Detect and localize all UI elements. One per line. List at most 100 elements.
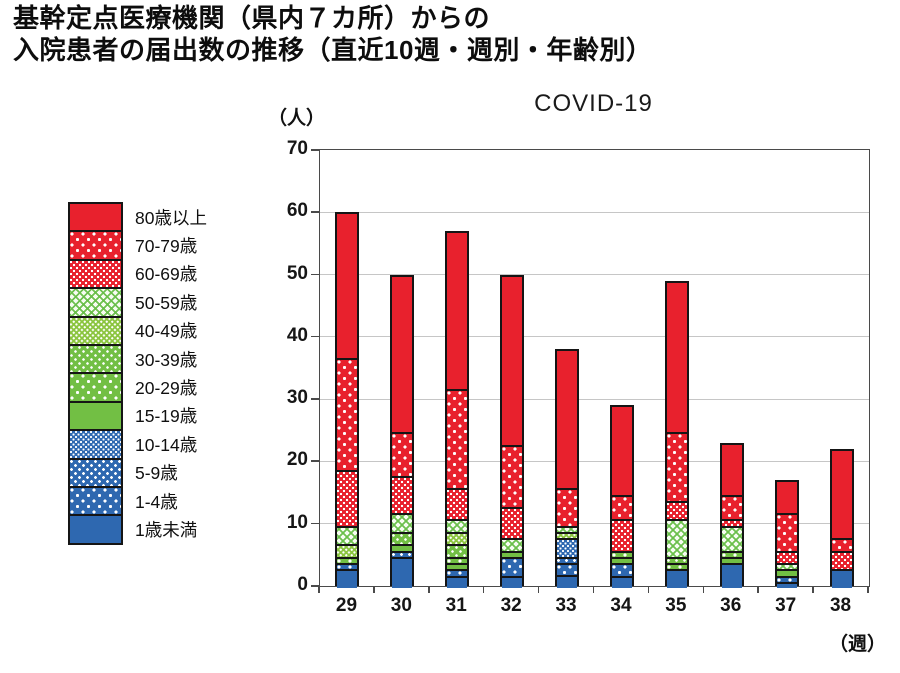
x-tick-9: [812, 586, 814, 593]
legend-row-20-29歳: 20-29歳: [68, 372, 207, 403]
bar-segment-31-20-29歳: [447, 556, 468, 564]
bar-segment-30-1歳未満: [392, 556, 413, 588]
bar-segment-29-20-29歳: [337, 556, 358, 564]
bar-segment-32-15-19歳: [502, 550, 523, 557]
legend-label-1歳未満: 1歳未満: [135, 519, 198, 540]
legend-row-10-14歳: 10-14歳: [68, 429, 207, 460]
bar-segment-37-50-59歳: [776, 563, 797, 570]
bar-segment-34-60-69歳: [611, 519, 632, 551]
x-tick-label-35: 35: [665, 595, 687, 616]
bar-week-32: [500, 274, 525, 588]
bar-week-33: [555, 349, 580, 588]
x-tick-7: [702, 586, 705, 593]
x-tick-2: [428, 586, 430, 593]
legend-swatch-5-9歳: [68, 457, 123, 488]
bar-segment-37-60-69歳: [776, 550, 797, 564]
bar-segment-37-1-4歳: [776, 575, 797, 582]
x-tick-8: [757, 586, 759, 593]
bar-segment-35-20-29歳: [666, 563, 687, 570]
bar-week-37: [774, 480, 799, 588]
x-tick-label-32: 32: [500, 595, 522, 616]
legend-row-30-39歳: 30-39歳: [68, 343, 207, 375]
bar-segment-37-1歳未満: [776, 581, 797, 588]
bar-segment-33-1歳未満: [557, 575, 578, 588]
legend-label-20-29歳: 20-29歳: [135, 378, 198, 399]
bar-segment-35-80歳以上: [666, 282, 687, 433]
bar-segment-30-15-19歳: [392, 544, 413, 551]
bar-segment-34-20-29歳: [611, 550, 632, 557]
gridline-40: [320, 336, 869, 338]
bar-segment-29-80歳以上: [337, 214, 358, 358]
x-tick-6: [647, 586, 650, 593]
legend-row-40-49歳: 40-49歳: [68, 315, 207, 346]
x-tick-label-29: 29: [335, 595, 358, 616]
x-tick-label-33: 33: [555, 595, 577, 616]
bar-week-31: [445, 230, 470, 588]
bar-segment-34-1歳未満: [611, 575, 632, 588]
bar-segment-34-80歳以上: [611, 407, 632, 495]
legend-label-15-19歳: 15-19歳: [135, 406, 198, 427]
bar-segment-36-20-29歳: [721, 550, 742, 557]
bar-segment-35-60-69歳: [666, 500, 687, 520]
legend-swatch-1歳未満: [68, 514, 123, 545]
y-tick-10: [311, 522, 319, 525]
y-tick-label-50: 50: [286, 262, 308, 284]
y-tick-label-60: 60: [286, 200, 308, 222]
legend-row-15-19歳: 15-19歳: [68, 400, 207, 432]
bar-segment-33-70-79歳: [557, 488, 578, 526]
legend-swatch-10-14歳: [68, 429, 123, 460]
bar-segment-35-50-59歳: [666, 519, 687, 557]
bar-segment-29-60-69歳: [337, 469, 358, 526]
bar-segment-31-40-49歳: [447, 531, 468, 545]
bar-segment-33-10-14歳: [557, 538, 578, 557]
bar-segment-31-1歳未満: [447, 575, 468, 588]
bar-segment-30-80歳以上: [392, 276, 413, 433]
bar-segment-34-15-19歳: [611, 556, 632, 564]
bar-segment-29-70-79歳: [337, 357, 358, 470]
bar-segment-31-80歳以上: [447, 232, 468, 389]
legend-swatch-1-4歳: [68, 485, 123, 517]
bar-segment-35-1歳未満: [666, 569, 687, 588]
legend-label-10-14歳: 10-14歳: [135, 434, 198, 455]
bar-week-30: [390, 274, 415, 588]
bar-segment-29-1歳未満: [337, 569, 358, 588]
bar-segment-36-70-79歳: [721, 494, 742, 520]
chart-legend: 80歳以上 70-79歳 60-69歳 50-59歳 40-49歳 30-39歳 20-29…: [68, 202, 207, 545]
y-tick-label-10: 10: [286, 511, 308, 533]
x-tick-4: [537, 586, 540, 593]
bar-segment-32-60-69歳: [502, 507, 523, 539]
x-tick-label-34: 34: [610, 595, 632, 616]
bar-week-29: [335, 212, 360, 588]
bar-segment-38-60-69歳: [831, 550, 852, 570]
bar-segment-36-50-59歳: [721, 525, 742, 551]
x-tick-10: [867, 586, 869, 593]
legend-row-80歳以上: 80歳以上: [68, 202, 207, 233]
page-title: 基幹定点医療機関（県内７カ所）からの 入院患者の届出数の推移（直近10週・週別・年…: [13, 2, 652, 66]
legend-swatch-40-49歳: [68, 315, 123, 346]
bar-segment-35-30-39歳: [666, 556, 687, 564]
bar-segment-31-60-69歳: [447, 488, 468, 520]
x-tick-label-38: 38: [829, 595, 852, 616]
y-tick-40: [311, 335, 319, 338]
legend-row-5-9歳: 5-9歳: [68, 457, 207, 488]
legend-row-60-69歳: 60-69歳: [68, 258, 207, 290]
legend-swatch-20-29歳: [68, 372, 123, 403]
bar-segment-33-50-59歳: [557, 525, 578, 532]
y-tick-label-40: 40: [286, 324, 308, 346]
plot-area: [319, 149, 870, 588]
bar-segment-30-60-69歳: [392, 475, 413, 514]
y-tick-label-30: 30: [286, 387, 308, 409]
bar-segment-31-70-79歳: [447, 388, 468, 489]
x-tick-5: [592, 586, 595, 593]
bar-segment-36-60-69歳: [721, 519, 742, 526]
bar-segment-37-15-19歳: [776, 569, 797, 576]
bar-segment-33-1-4歳: [557, 563, 578, 576]
bar-week-35: [664, 280, 689, 588]
bar-segment-30-5-9歳: [392, 550, 413, 557]
bar-segment-33-5-9歳: [557, 556, 578, 564]
gridline-10: [320, 523, 869, 525]
legend-label-60-69歳: 60-69歳: [135, 264, 198, 285]
bar-segment-37-80歳以上: [776, 482, 797, 514]
bar-segment-29-1-4歳: [337, 563, 358, 570]
